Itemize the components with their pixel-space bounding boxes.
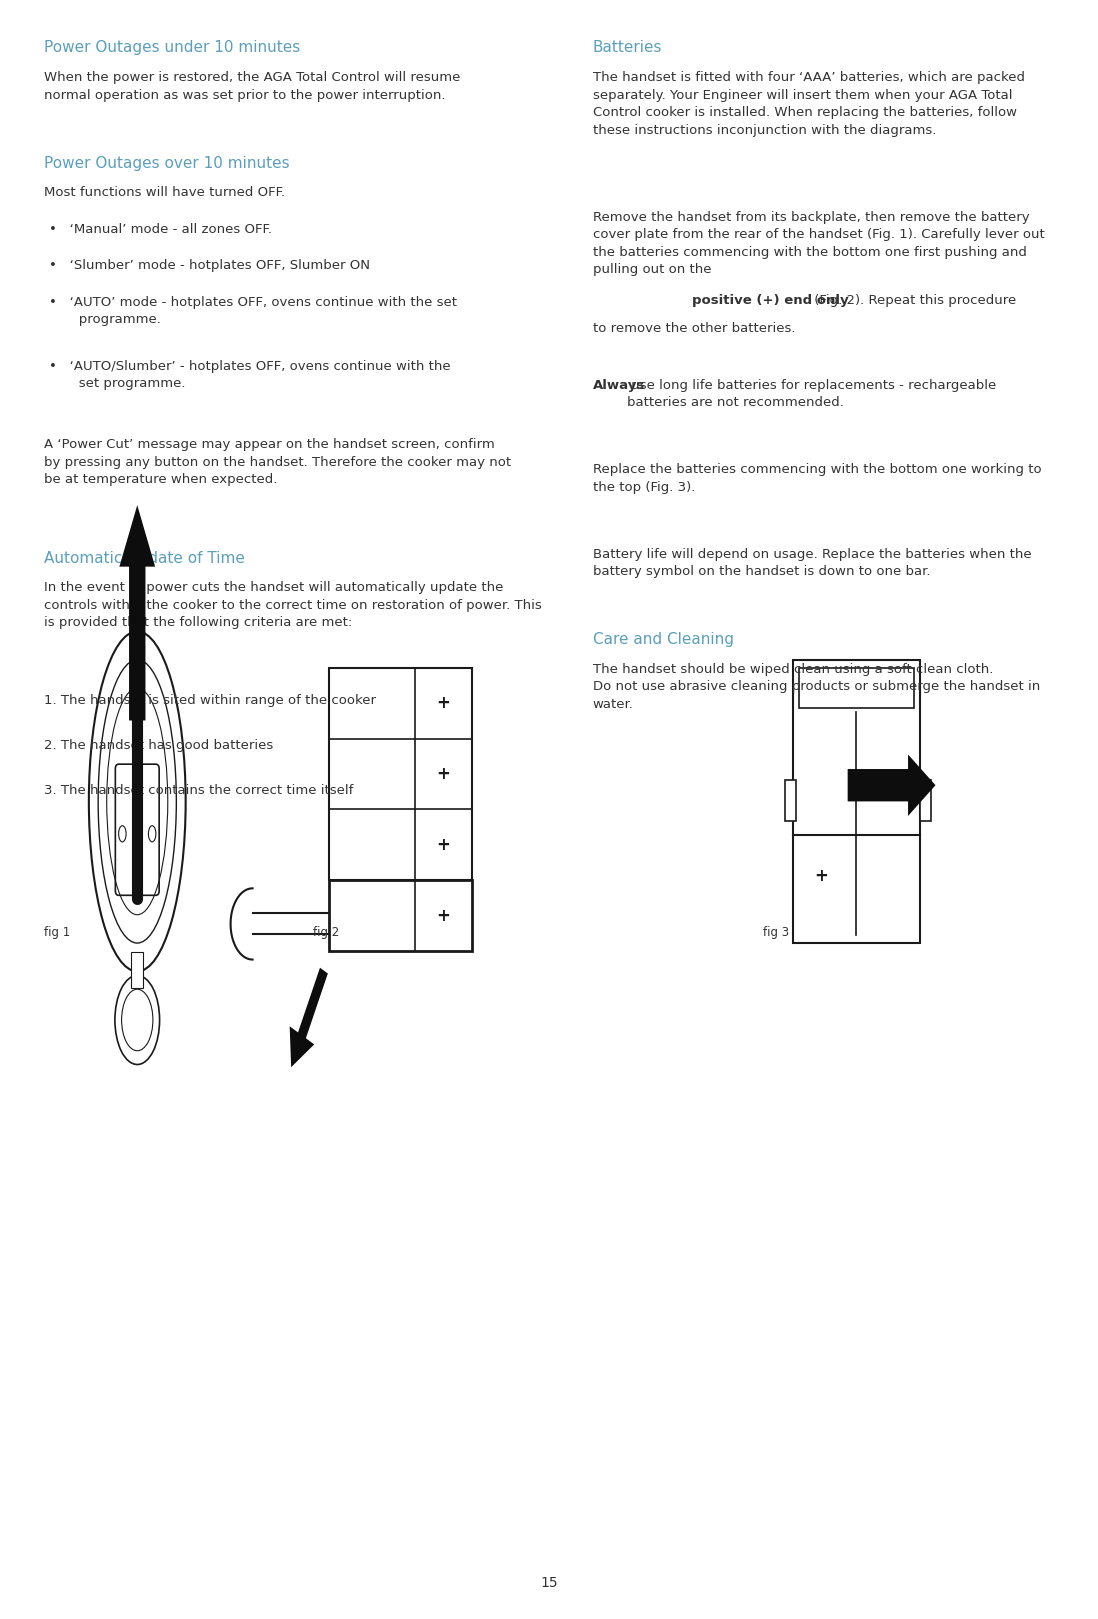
FancyArrow shape (120, 505, 155, 720)
Text: 1. The handset is sited within range of the cooker: 1. The handset is sited within range of … (44, 693, 376, 706)
Text: Batteries: Batteries (593, 40, 662, 55)
Bar (793, 661, 920, 942)
Text: fig 2: fig 2 (313, 926, 339, 939)
Bar (799, 667, 914, 709)
Text: +: + (437, 835, 450, 853)
Bar (784, 780, 795, 821)
Text: A ‘Power Cut’ message may appear on the handset screen, confirm
by pressing any : A ‘Power Cut’ message may appear on the … (44, 439, 511, 486)
Text: to remove the other batteries.: to remove the other batteries. (593, 322, 795, 335)
Text: 3. The handset contains the correct time itself: 3. The handset contains the correct time… (44, 784, 354, 797)
Text: 2. The handset has good batteries: 2. The handset has good batteries (44, 738, 273, 751)
Ellipse shape (148, 826, 156, 842)
Text: +: + (437, 695, 450, 712)
Text: Automatic Update of Time: Automatic Update of Time (44, 550, 245, 565)
Bar (920, 780, 931, 821)
FancyArrow shape (290, 968, 328, 1067)
Text: +: + (437, 907, 450, 924)
Text: Battery life will depend on usage. Replace the batteries when the
battery symbol: Battery life will depend on usage. Repla… (593, 547, 1031, 578)
Text: Most functions will have turned OFF.: Most functions will have turned OFF. (44, 186, 285, 199)
Text: Power Outages under 10 minutes: Power Outages under 10 minutes (44, 40, 300, 55)
Text: Replace the batteries commencing with the bottom one working to
the top (Fig. 3): Replace the batteries commencing with th… (593, 463, 1042, 494)
Text: use long life batteries for replacements - rechargeable
batteries are not recomm: use long life batteries for replacements… (627, 379, 997, 410)
Text: Always: Always (593, 379, 646, 392)
Text: •   ‘AUTO’ mode - hotplates OFF, ovens continue with the set
       programme.: • ‘AUTO’ mode - hotplates OFF, ovens con… (49, 296, 458, 325)
Ellipse shape (119, 826, 126, 842)
Text: Care and Cleaning: Care and Cleaning (593, 633, 733, 648)
Text: fig 3: fig 3 (763, 926, 789, 939)
Text: 15: 15 (540, 1575, 558, 1590)
Text: When the power is restored, the AGA Total Control will resume
normal operation a: When the power is restored, the AGA Tota… (44, 71, 460, 102)
Text: The handset is fitted with four ‘AAA’ batteries, which are packed
separately. Yo: The handset is fitted with four ‘AAA’ ba… (593, 71, 1024, 136)
Text: (Fig. 2). Repeat this procedure: (Fig. 2). Repeat this procedure (810, 295, 1017, 308)
Text: •   ‘Manual’ mode - all zones OFF.: • ‘Manual’ mode - all zones OFF. (49, 223, 272, 236)
Text: +: + (437, 766, 450, 784)
Text: In the event of power cuts the handset will automatically update the
controls wi: In the event of power cuts the handset w… (44, 581, 541, 630)
Text: The handset should be wiped clean using a soft clean cloth.
Do not use abrasive : The handset should be wiped clean using … (593, 662, 1040, 711)
Text: fig 1: fig 1 (44, 926, 70, 939)
Text: Remove the handset from its backplate, then remove the battery
cover plate from : Remove the handset from its backplate, t… (593, 210, 1044, 277)
FancyArrow shape (848, 754, 935, 816)
Text: positive (+) end only: positive (+) end only (692, 295, 849, 308)
Bar (329, 669, 472, 881)
Bar (132, 952, 143, 988)
Text: •   ‘Slumber’ mode - hotplates OFF, Slumber ON: • ‘Slumber’ mode - hotplates OFF, Slumbe… (49, 259, 370, 272)
Text: Power Outages over 10 minutes: Power Outages over 10 minutes (44, 155, 290, 170)
Bar (329, 881, 472, 950)
Text: +: + (814, 866, 828, 886)
Text: •   ‘AUTO/Slumber’ - hotplates OFF, ovens continue with the
       set programme: • ‘AUTO/Slumber’ - hotplates OFF, ovens … (49, 359, 451, 390)
